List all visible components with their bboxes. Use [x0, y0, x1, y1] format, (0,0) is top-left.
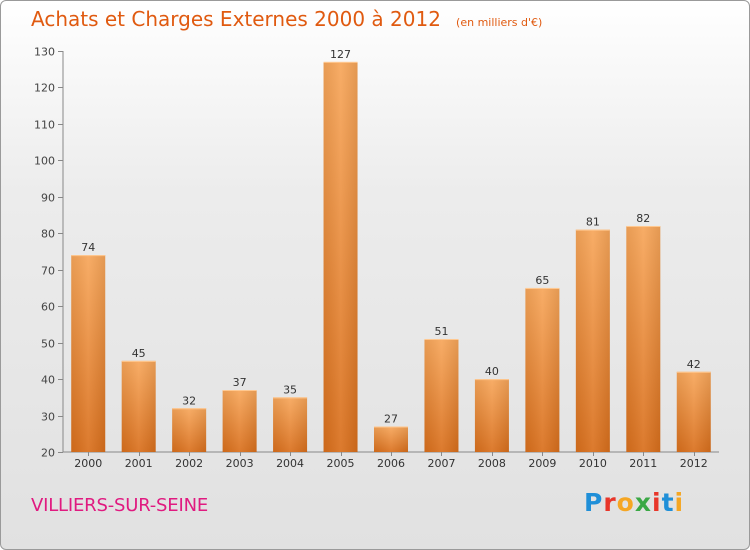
proxiti-logo: Proxiti	[584, 488, 684, 517]
bar-shade	[71, 255, 106, 452]
x-tick-label: 2003	[226, 457, 254, 470]
title-row: Achats et Charges Externes 2000 à 2012 (…	[31, 7, 542, 31]
logo-letter: t	[661, 488, 675, 517]
bar-shade	[676, 371, 711, 452]
y-tick-label: 90	[41, 192, 55, 205]
x-tick-label: 2006	[377, 457, 405, 470]
x-tick-label: 2007	[427, 457, 455, 470]
logo-letter: i	[674, 488, 685, 517]
bar-shade	[575, 229, 610, 452]
logo-letter: x	[634, 488, 652, 517]
bar-value-label: 74	[81, 241, 95, 254]
y-tick-label: 40	[41, 374, 55, 387]
x-tick-label: 2005	[327, 457, 355, 470]
bar-shade	[626, 225, 661, 452]
x-tick-label: 2011	[629, 457, 657, 470]
bar-value-label: 45	[132, 347, 146, 360]
bar-value-label: 127	[330, 48, 351, 61]
bar-value-label: 37	[233, 376, 247, 389]
bar-value-label: 42	[687, 358, 701, 371]
bar-shade	[121, 360, 156, 452]
x-tick-label: 2000	[74, 457, 102, 470]
bar-shade	[525, 287, 560, 452]
bar-shade	[323, 61, 358, 452]
chart-subtitle: (en milliers d'€)	[456, 16, 543, 29]
bar-shade	[172, 408, 207, 452]
bar-value-label: 65	[535, 274, 549, 287]
y-tick-label: 50	[41, 338, 55, 351]
x-tick-label: 2009	[528, 457, 556, 470]
bar-shade	[222, 390, 257, 452]
x-tick-label: 2004	[276, 457, 304, 470]
y-tick-label: 30	[41, 411, 55, 424]
bar-value-label: 32	[182, 394, 196, 407]
x-tick-label: 2002	[175, 457, 203, 470]
bar-value-label: 35	[283, 383, 297, 396]
x-tick-label: 2012	[680, 457, 708, 470]
y-tick-label: 130	[34, 46, 55, 59]
bar-value-label: 81	[586, 216, 600, 229]
bar-shade	[273, 397, 308, 452]
logo-letter: o	[616, 488, 635, 517]
y-tick-label: 110	[34, 119, 55, 132]
logo-letter: i	[652, 488, 662, 517]
logo-letter: P	[584, 488, 604, 517]
y-tick-label: 120	[34, 82, 55, 95]
bar-value-label: 40	[485, 365, 499, 378]
logo-letter: r	[603, 488, 617, 517]
x-tick-label: 2008	[478, 457, 506, 470]
bar-shade	[424, 338, 459, 452]
bar-shade	[474, 379, 509, 452]
chart-title: Achats et Charges Externes 2000 à 2012	[31, 7, 441, 31]
y-tick-label: 20	[41, 447, 55, 460]
bar-value-label: 82	[636, 212, 650, 225]
bar-value-label: 51	[434, 325, 448, 338]
x-tick-label: 2010	[579, 457, 607, 470]
bar-shade	[374, 426, 408, 452]
y-tick-label: 100	[34, 155, 55, 168]
x-tick-label: 2001	[125, 457, 153, 470]
y-tick-label: 80	[41, 228, 55, 241]
y-tick-label: 60	[41, 301, 55, 314]
y-tick-label: 70	[41, 265, 55, 278]
bar-value-label: 27	[384, 412, 398, 425]
place-name: VILLIERS-SUR-SEINE	[31, 495, 209, 516]
